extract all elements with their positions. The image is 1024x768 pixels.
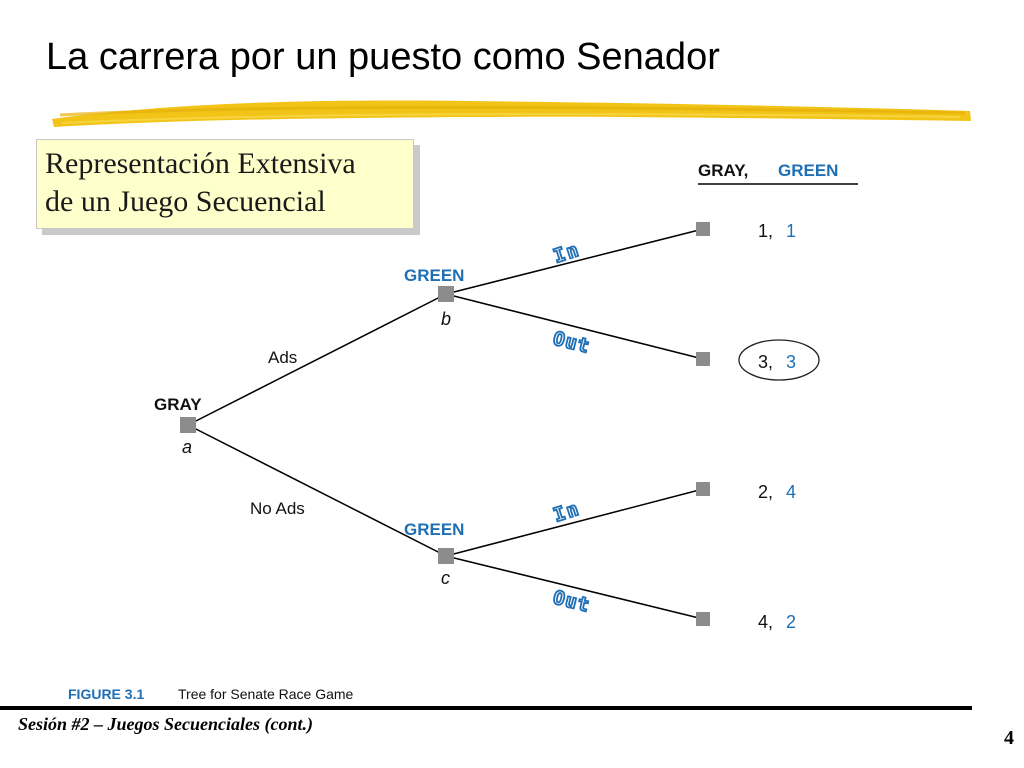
branch-in-upper <box>445 228 704 295</box>
slide-title: La carrera por un puesto como Senador <box>46 36 720 78</box>
payoff-2-gray: 3, <box>758 352 773 372</box>
node-a-player: GRAY <box>154 395 202 414</box>
node-c-player: GREEN <box>404 520 464 539</box>
node-b-id: b <box>441 309 451 329</box>
footer-rule <box>0 706 972 710</box>
payoff-2-highlight-circle <box>738 339 820 381</box>
figure-number: FIGURE 3.1 <box>68 686 144 702</box>
branch-in-lower <box>445 488 704 557</box>
subtitle-line-1: Representación Extensiva <box>45 147 356 180</box>
payoff-4-green: 2 <box>786 612 796 632</box>
payoff-1-green: 1 <box>786 221 796 241</box>
branch-out-upper <box>445 293 704 360</box>
branch-label-in-upper: In <box>551 239 583 268</box>
terminal-node-4 <box>696 612 710 626</box>
subtitle-line-2: de un Juego Secuencial <box>45 185 326 218</box>
payoff-2-green: 3 <box>786 352 796 372</box>
terminal-node-3 <box>696 482 710 496</box>
branch-no-ads <box>187 424 447 557</box>
header-player2: GREEN <box>778 161 838 180</box>
figure-caption: Tree for Senate Race Game <box>178 686 354 702</box>
branch-ads <box>187 293 447 426</box>
node-b <box>438 286 454 302</box>
branch-label-in-lower: In <box>551 498 583 527</box>
header-player1: GRAY, <box>698 161 748 180</box>
subtitle-box: Representación Extensiva de un Juego Sec… <box>36 139 414 229</box>
node-c-id: c <box>441 568 450 588</box>
branch-out-lower <box>445 555 704 620</box>
branch-label-out-upper: Out <box>551 328 593 358</box>
payoff-3-gray: 2, <box>758 482 773 502</box>
title-underline-stroke <box>52 100 971 127</box>
footer-session: Sesión #2 – Juegos Secuenciales (cont.) <box>18 714 313 734</box>
branch-label-ads: Ads <box>268 348 297 367</box>
payoff-4-gray: 4, <box>758 612 773 632</box>
node-b-player: GREEN <box>404 266 464 285</box>
branch-label-no-ads: No Ads <box>250 499 305 518</box>
terminal-node-1 <box>696 222 710 236</box>
terminal-node-2 <box>696 352 710 366</box>
node-a-id: a <box>182 437 192 457</box>
node-a <box>180 417 196 433</box>
node-c <box>438 548 454 564</box>
payoff-3-green: 4 <box>786 482 796 502</box>
payoff-1-gray: 1, <box>758 221 773 241</box>
page-number: 4 <box>1004 727 1014 749</box>
